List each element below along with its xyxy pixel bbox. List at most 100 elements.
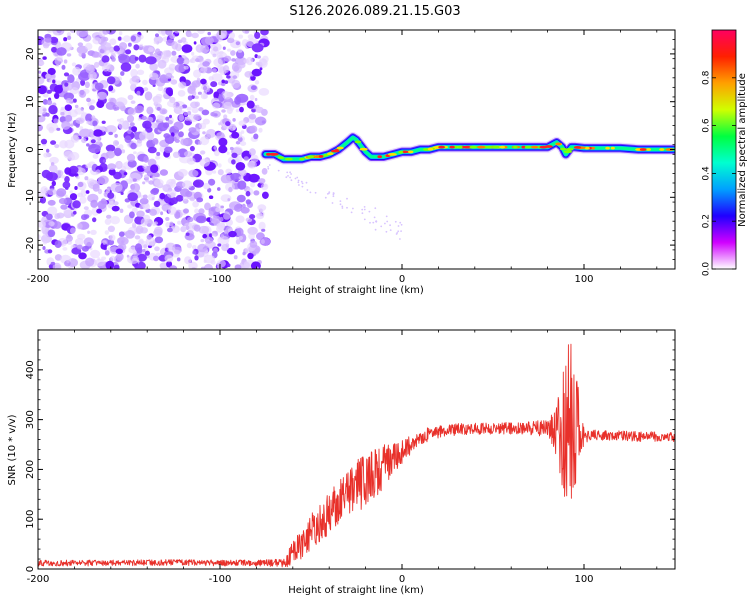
- noise-blob: [127, 255, 140, 264]
- noise-blob: [163, 122, 170, 129]
- noise-blob: [41, 169, 51, 179]
- faint-dot: [361, 212, 364, 215]
- noise-blob: [76, 45, 88, 54]
- noise-blob: [76, 244, 83, 250]
- noise-blob: [193, 41, 197, 45]
- noise-blob: [136, 90, 141, 96]
- faint-dot: [314, 191, 317, 194]
- noise-blob: [46, 213, 53, 220]
- noise-blob: [262, 191, 269, 199]
- noise-blob: [102, 30, 110, 35]
- noise-blob: [110, 216, 120, 225]
- noise-blob: [62, 181, 71, 189]
- noise-blob: [127, 107, 137, 116]
- noise-blob: [96, 100, 105, 108]
- track-hotspot: [665, 148, 675, 151]
- noise-blob: [52, 221, 62, 229]
- colorbar-tick-label: 0.4: [702, 166, 712, 181]
- noise-blob: [219, 30, 228, 39]
- noise-blob: [131, 207, 138, 213]
- spectrogram-ytick-label: 20: [25, 48, 36, 61]
- noise-blob: [45, 112, 50, 117]
- spectrogram-ytick-label: -10: [25, 189, 36, 205]
- noise-blob: [208, 195, 214, 199]
- noise-blob: [251, 43, 264, 53]
- noise-blob: [118, 120, 128, 130]
- noise-blob: [142, 79, 148, 85]
- noise-blob: [70, 227, 76, 234]
- faint-dot: [267, 167, 270, 170]
- noise-blob: [130, 142, 137, 150]
- noise-blob: [56, 188, 67, 197]
- noise-blob: [174, 63, 186, 73]
- faint-dot: [350, 211, 353, 214]
- noise-blob: [72, 66, 81, 76]
- faint-dot: [394, 220, 397, 223]
- noise-blob: [220, 234, 224, 239]
- noise-blob: [210, 81, 218, 88]
- colorbar: 0.0 0.2 0.4 0.6 0.8 Normalized spectral ampl…: [702, 29, 748, 276]
- noise-blob: [183, 65, 189, 70]
- noise-blob: [135, 63, 140, 69]
- noise-blob: [146, 234, 152, 240]
- noise-blob: [152, 138, 159, 145]
- noise-blob: [86, 120, 91, 125]
- noise-blob: [127, 192, 138, 202]
- noise-blob: [226, 263, 231, 268]
- noise-blob: [144, 134, 150, 139]
- noise-blob: [194, 255, 199, 261]
- noise-blob: [67, 153, 76, 161]
- noise-blob: [194, 101, 200, 107]
- noise-blob: [218, 50, 224, 55]
- noise-blob: [42, 42, 50, 49]
- noise-blob: [111, 205, 120, 212]
- noise-blob: [183, 151, 193, 157]
- noise-blob: [226, 75, 231, 79]
- noise-blob: [120, 191, 124, 195]
- noise-blob: [260, 30, 269, 36]
- snr-xtick-label: 100: [574, 574, 593, 585]
- noise-blob: [224, 80, 229, 84]
- faint-dot: [296, 176, 299, 179]
- noise-blob: [245, 199, 252, 205]
- noise-blob: [213, 46, 219, 52]
- track-hotspot: [469, 145, 478, 149]
- faint-dot: [267, 166, 269, 168]
- faint-dot: [328, 191, 331, 194]
- noise-blob: [191, 90, 197, 97]
- noise-blob: [256, 212, 265, 220]
- noise-blob: [195, 215, 207, 224]
- noise-blob: [166, 260, 173, 268]
- noise-blob: [85, 64, 95, 74]
- track-hotspot: [438, 145, 445, 149]
- noise-blob: [161, 50, 172, 59]
- noise-blob: [42, 93, 49, 98]
- noise-blob: [92, 183, 100, 192]
- noise-blob: [192, 200, 199, 208]
- noise-blob: [156, 151, 161, 157]
- noise-blob: [249, 214, 256, 220]
- faint-dot: [346, 197, 348, 200]
- track-hotspot: [659, 148, 665, 151]
- noise-blob: [202, 94, 208, 99]
- colorbar-label: Normalized spectral amplitude: [737, 73, 748, 227]
- noise-blob: [192, 180, 201, 187]
- noise-blob: [225, 243, 230, 248]
- noise-blob: [60, 204, 68, 210]
- noise-blob: [255, 116, 267, 126]
- noise-blob: [230, 50, 236, 56]
- noise-blob: [130, 100, 136, 104]
- noise-blob: [165, 87, 173, 95]
- noise-blob: [51, 46, 58, 53]
- faint-dot: [268, 164, 271, 166]
- noise-blob: [222, 46, 226, 50]
- noise-blob: [50, 261, 56, 266]
- track-hotspot: [323, 153, 329, 157]
- noise-blob: [157, 59, 167, 69]
- noise-blob: [127, 159, 137, 168]
- noise-blob: [161, 32, 166, 37]
- noise-blob: [72, 98, 77, 103]
- noise-blob: [202, 131, 206, 135]
- noise-blob: [64, 114, 73, 122]
- noise-blob: [79, 196, 87, 204]
